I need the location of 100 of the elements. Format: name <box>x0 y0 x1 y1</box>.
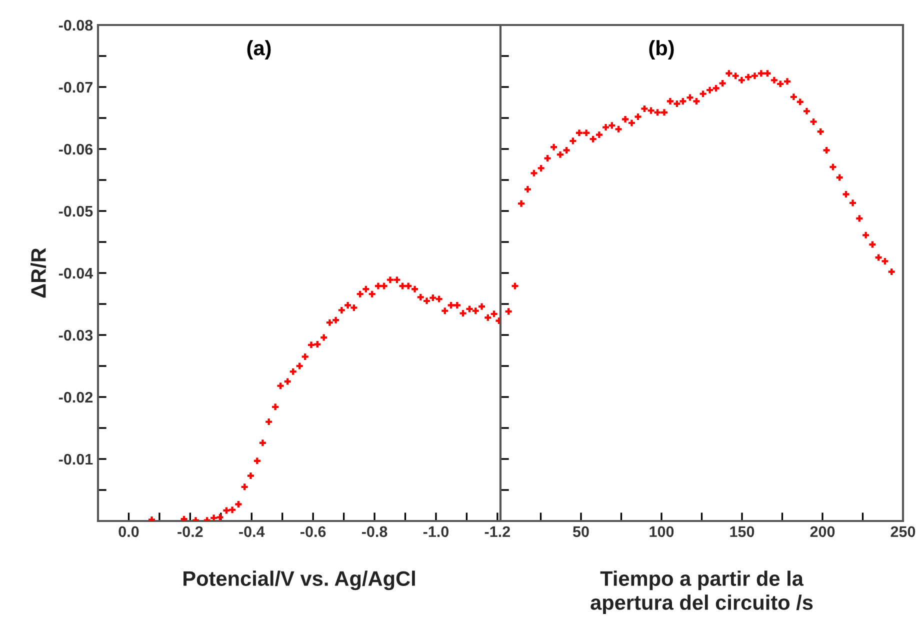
point <box>356 290 364 298</box>
point <box>332 316 340 324</box>
point <box>454 302 460 308</box>
point <box>216 514 224 521</box>
point <box>888 268 895 276</box>
point <box>344 302 352 308</box>
point <box>790 94 797 100</box>
point <box>666 98 674 105</box>
point <box>472 308 479 314</box>
point <box>290 368 296 375</box>
point <box>576 130 582 136</box>
x-tick-label: -0.4 <box>239 526 265 538</box>
point <box>490 310 498 318</box>
point <box>706 86 714 94</box>
point <box>654 109 661 116</box>
point <box>266 418 272 426</box>
x-axis-title: Tiempo a partir de la apertura del circuito /s <box>590 570 813 614</box>
x-tick-label: 0.0 <box>118 526 139 538</box>
point <box>563 146 570 154</box>
point <box>583 130 590 136</box>
point <box>229 506 236 514</box>
point <box>308 342 314 348</box>
point <box>241 484 248 490</box>
point <box>634 114 642 120</box>
point <box>660 109 668 116</box>
point <box>223 507 230 514</box>
point <box>466 306 473 312</box>
point <box>272 404 279 410</box>
point <box>277 382 284 390</box>
point <box>320 334 328 341</box>
point <box>544 155 551 162</box>
point <box>628 120 635 126</box>
x-tick-label: 250 <box>890 526 916 538</box>
point <box>738 76 745 84</box>
point <box>259 440 266 446</box>
x-tick-label: 200 <box>810 526 835 538</box>
x-tick-label: 50 <box>572 526 589 538</box>
point <box>641 105 648 112</box>
point <box>590 136 596 142</box>
point <box>368 290 376 298</box>
annotation: (b) <box>649 40 674 60</box>
point <box>296 362 303 370</box>
point <box>796 98 804 106</box>
point <box>570 138 576 144</box>
point <box>836 174 843 181</box>
point <box>602 124 610 131</box>
x-tick-label: -0.6 <box>300 526 326 538</box>
x-tick-label: -0.2 <box>178 526 203 538</box>
point <box>680 98 686 105</box>
point <box>615 126 622 132</box>
point <box>374 282 382 290</box>
point <box>436 296 442 302</box>
point <box>412 286 418 292</box>
point <box>869 241 876 248</box>
point <box>314 341 321 348</box>
point <box>882 258 888 264</box>
y-tick-label: -0.03 <box>58 330 93 341</box>
point <box>830 164 836 170</box>
y-tick-label: -0.06 <box>58 144 93 155</box>
point <box>338 306 345 314</box>
point <box>751 72 758 80</box>
y-tick-label: -0.04 <box>58 268 94 279</box>
point <box>326 319 333 326</box>
point <box>596 131 602 138</box>
x-tick-label: 150 <box>730 526 754 538</box>
point <box>622 116 629 122</box>
y-tick-label: -0.01 <box>58 454 93 465</box>
point <box>732 72 739 80</box>
x-tick-label: 100 <box>650 526 674 538</box>
point <box>719 80 726 87</box>
point <box>284 378 291 385</box>
point <box>550 144 558 150</box>
x-tick-label: -1.2 <box>484 526 510 537</box>
point <box>524 186 531 193</box>
point <box>430 294 436 302</box>
point <box>842 191 850 198</box>
y-tick-label: -0.08 <box>58 20 93 31</box>
point <box>505 308 512 315</box>
point <box>538 164 544 172</box>
point <box>745 74 752 80</box>
point <box>362 286 370 292</box>
y-tick-label: -0.05 <box>58 206 93 217</box>
y-axis-title: ΔR/R <box>30 248 46 298</box>
point <box>862 232 870 238</box>
point <box>484 314 492 321</box>
point <box>648 107 654 114</box>
point <box>674 100 680 107</box>
point <box>424 298 430 304</box>
point <box>700 90 706 98</box>
point <box>247 472 254 479</box>
point <box>405 282 412 290</box>
x-tick-label: -0.8 <box>362 526 388 538</box>
point <box>726 70 732 77</box>
point <box>386 276 394 284</box>
point <box>556 151 564 158</box>
point <box>254 458 260 464</box>
point <box>823 146 830 154</box>
point <box>770 76 778 84</box>
point <box>460 310 466 317</box>
point <box>350 304 358 311</box>
